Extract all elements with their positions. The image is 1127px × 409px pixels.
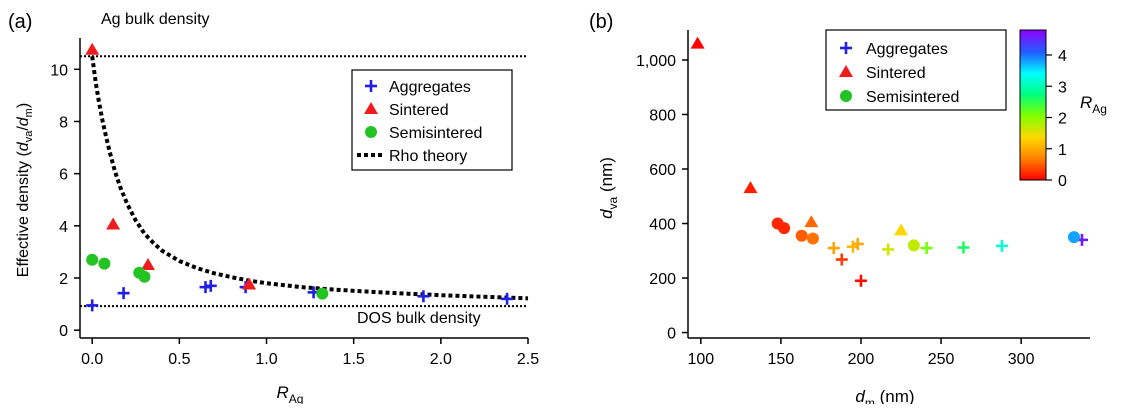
- aggregates-point-a-3: [204, 279, 217, 292]
- sintered-point-a-1: [106, 217, 121, 230]
- legend-b-sintered: Sintered: [866, 65, 926, 82]
- legend-a-sintered: Sintered: [389, 102, 449, 119]
- panel-b-y-axis-label: dva (nm): [597, 157, 620, 219]
- x-tick-label-a: 1.0: [255, 351, 277, 368]
- legend-a-semisintered: Semisintered: [389, 125, 482, 142]
- semisintered-point-a-0: [86, 253, 99, 266]
- semisintered-point-b-3: [806, 232, 819, 245]
- sintered-point-a-3: [242, 277, 257, 290]
- panel-a-legend-markers: [357, 80, 385, 157]
- aggregates-point-a-7: [501, 292, 514, 305]
- ag-bulk-density-label: Ag bulk density: [101, 11, 210, 28]
- legend-a-aggregates-marker: [365, 80, 377, 92]
- colorbar-tick-label: 0: [1058, 173, 1067, 190]
- aggregates-point-b-3: [851, 237, 864, 250]
- y-tick-label-b: 600: [649, 162, 676, 179]
- y-tick-label-b: 0: [667, 326, 676, 343]
- legend-a-semisintered-marker: [365, 126, 377, 138]
- legend-b-aggregates-marker: [840, 42, 852, 54]
- colorbar-tick-label: 3: [1058, 79, 1067, 96]
- aggregates-point-b-1: [835, 253, 848, 266]
- x-tick-label-b: 150: [768, 351, 795, 368]
- panel-a-x-ticks: 0.0 0.5 1.0 1.5 2.0 2.5: [81, 338, 539, 368]
- panel-b-plot-area: [690, 36, 1088, 287]
- x-tick-label-b: 200: [848, 351, 875, 368]
- sintered-point-b-2: [804, 215, 819, 228]
- aggregates-point-b-6: [920, 242, 933, 255]
- panel-a-x-axis-label: RAg: [277, 383, 304, 404]
- y-tick-label-a: 8: [59, 114, 68, 131]
- x-tick-label-a: 2.0: [430, 351, 452, 368]
- y-tick-label-b: 200: [649, 271, 676, 288]
- panel-b-y-ticks: 0 200 400 600 800 1,000: [636, 53, 688, 343]
- y-tick-label-a: 10: [50, 62, 68, 79]
- legend-b-aggregates: Aggregates: [866, 41, 948, 58]
- colorbar: 0 1 2 3 4 RAg: [1019, 29, 1107, 190]
- colorbar-tick-label: 2: [1058, 111, 1067, 128]
- aggregates-point-b-8: [995, 239, 1008, 252]
- sintered-point-b-3: [894, 223, 909, 236]
- colorbar-tick-label: 4: [1058, 48, 1067, 65]
- colorbar-gradient: [1019, 29, 1047, 181]
- panel-a: (a) 0.0 0.5 1.0 1.5 2.0 2.5 0 2 4 6 8 10 Ag bulk d…: [8, 11, 539, 406]
- colorbar-ticks: 0 1 2 3 4: [1046, 48, 1067, 190]
- panel-b-x-ticks: 100 150 200 250 300: [687, 338, 1035, 368]
- x-tick-label-a: 0.0: [81, 351, 103, 368]
- y-tick-label-a: 4: [59, 219, 68, 236]
- semisintered-point-b-2: [795, 229, 808, 242]
- semisintered-point-a-3: [138, 270, 151, 283]
- aggregates-point-b-4: [854, 274, 867, 287]
- y-tick-label-a: 6: [59, 167, 68, 184]
- semisintered-point-b-1: [778, 222, 791, 235]
- legend-a-aggregates: Aggregates: [389, 79, 471, 96]
- semisintered-point-b-5: [1067, 231, 1080, 244]
- semisintered-point-b-4: [907, 239, 920, 252]
- aggregates-point-b-7: [957, 241, 970, 254]
- x-tick-label-b: 300: [1008, 351, 1035, 368]
- y-tick-label-a: 2: [59, 271, 68, 288]
- panel-b-label: (b): [589, 11, 613, 33]
- panel-b-x-axis-label: dm (nm): [855, 387, 914, 404]
- dos-bulk-density-label: DOS bulk density: [357, 310, 481, 327]
- panel-a-y-ticks: 0 2 4 6 8 10: [50, 62, 80, 340]
- legend-b-semisintered-marker: [840, 90, 852, 102]
- x-tick-label-a: 0.5: [168, 351, 190, 368]
- aggregates-point-b-5: [882, 243, 895, 256]
- panel-a-plot-area: [80, 42, 529, 312]
- sintered-point-a-0: [85, 42, 100, 55]
- y-tick-label-b: 800: [649, 107, 676, 124]
- panel-b-legend: Aggregates Sintered Semisintered: [825, 29, 1007, 111]
- aggregates-point-a-1: [117, 287, 130, 300]
- panel-a-y-axis-label: Effective density (dva/dm): [15, 103, 35, 277]
- legend-a-sintered-marker: [364, 102, 378, 114]
- colorbar-title: RAg: [1080, 93, 1107, 116]
- rho-theory-curve: [90, 55, 529, 301]
- x-tick-label-b: 100: [687, 351, 714, 368]
- panel-b: (b) 100 150 200 250 300 0 200 400 600 800 1,000 d…: [589, 11, 1107, 409]
- sintered-point-a-2: [140, 257, 155, 270]
- panel-a-label: (a): [8, 11, 32, 33]
- x-tick-label-a: 1.5: [343, 351, 365, 368]
- aggregates-point-a-0: [86, 299, 99, 312]
- semisintered-point-a-4: [316, 287, 329, 300]
- aggregates-point-b-0: [827, 242, 840, 255]
- aggregates-point-a-6: [417, 290, 430, 303]
- y-tick-label-b: 400: [649, 217, 676, 234]
- panel-b-legend-markers: [839, 42, 853, 102]
- y-tick-label-a: 0: [59, 323, 68, 340]
- legend-b-sintered-marker: [839, 65, 853, 77]
- y-tick-label-b: 1,000: [636, 53, 676, 70]
- panel-b-legend-box: [825, 29, 1007, 111]
- panel-a-legend: Aggregates Sintered Semisintered Rho the…: [351, 69, 513, 171]
- semisintered-point-a-1: [98, 257, 111, 270]
- sintered-point-b-1: [743, 181, 758, 194]
- colorbar-tick-label: 1: [1058, 142, 1067, 159]
- legend-a-rho-theory: Rho theory: [389, 148, 467, 165]
- legend-b-semisintered: Semisintered: [866, 89, 959, 106]
- x-tick-label-a: 2.5: [517, 351, 539, 368]
- sintered-point-b-0: [690, 36, 705, 49]
- x-tick-label-b: 250: [928, 351, 955, 368]
